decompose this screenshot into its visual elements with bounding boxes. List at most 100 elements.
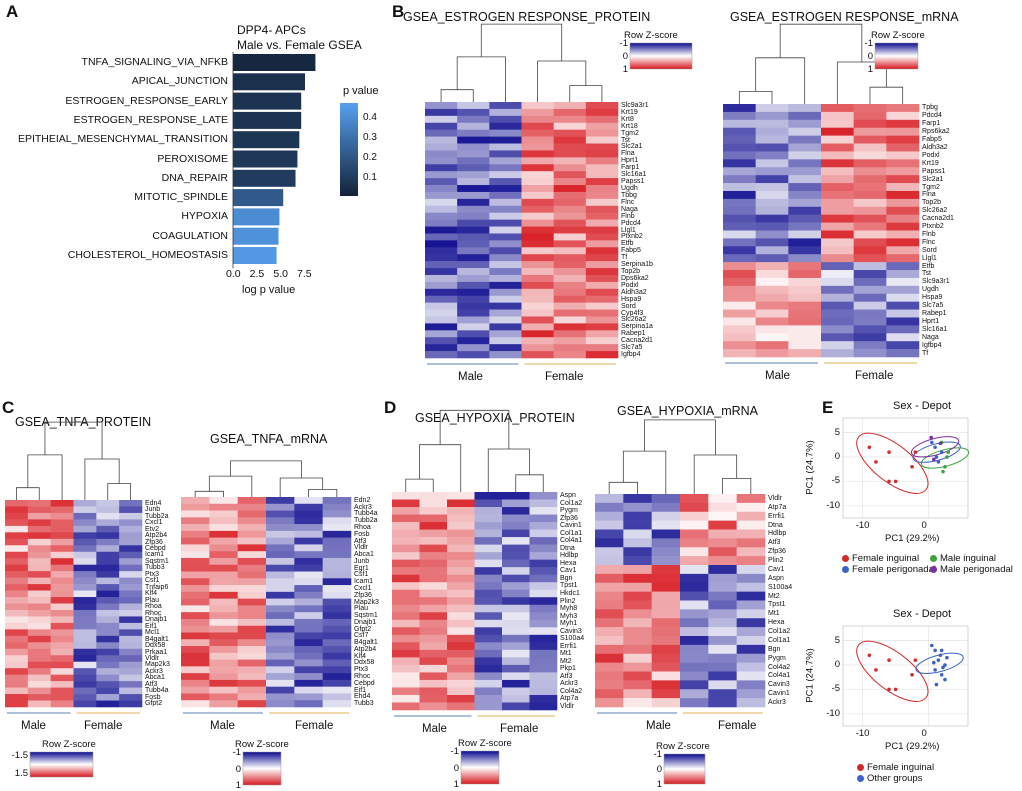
pca-x-tick: 0 — [921, 728, 927, 739]
heatmap-cell — [680, 636, 709, 646]
heatmap-cell — [27, 597, 51, 604]
gene-row-label: Cxcl1 — [145, 519, 163, 527]
heatmap-cell — [27, 687, 51, 695]
heatmap-cell — [181, 673, 210, 681]
heatmap-cell — [119, 519, 143, 527]
bar-chart-title: DPP4- APCs — [237, 23, 306, 37]
heatmap-cell — [294, 673, 323, 681]
heatmap-cell — [821, 285, 854, 295]
legend-label: Male inguinal — [940, 553, 996, 564]
heatmap-cell — [5, 694, 29, 701]
heatmap-cell — [708, 662, 737, 672]
heatmap-cell — [585, 219, 619, 227]
heatmap-cell — [723, 262, 756, 271]
heatmap-cell — [651, 582, 681, 592]
heatmap-cell — [529, 627, 558, 636]
gene-row-label: Tst — [621, 136, 630, 144]
heatmap-cell — [457, 337, 490, 345]
heatmap-cell — [419, 672, 448, 681]
heatmap-cell — [237, 659, 267, 667]
heatmap-cell — [266, 517, 295, 525]
heatmap-cell — [788, 293, 822, 302]
heatmap-cell — [457, 164, 490, 172]
gene-row-label: Zfp36 — [560, 514, 578, 522]
panel-letter-a: A — [6, 2, 19, 21]
heatmap-cell — [821, 135, 854, 144]
heatmap-cell — [181, 652, 210, 660]
heatmap-cell — [553, 178, 587, 186]
heatmap-cell — [489, 198, 522, 207]
heatmap-cell — [474, 649, 503, 658]
heatmap-cell — [651, 698, 681, 708]
heatmap-cell — [585, 129, 619, 137]
heatmap-cell — [73, 590, 97, 598]
gene-row-label: Flna — [621, 150, 635, 158]
heatmap-cell — [5, 545, 29, 553]
heatmap-cell — [623, 627, 652, 637]
heatmap-cell — [680, 573, 709, 584]
heatmap-cell — [237, 598, 267, 606]
heatmap-cell — [821, 111, 854, 121]
heatmap-cell — [680, 565, 709, 575]
bar-apical_junction — [233, 73, 305, 91]
heatmap-cell — [5, 500, 29, 507]
heatmap-cell — [5, 558, 29, 565]
heatmap-cell — [474, 664, 503, 673]
heatmap-cell — [5, 642, 29, 650]
heatmap-cell — [853, 206, 887, 215]
bar-x-tick-label: 5.0 — [273, 268, 288, 280]
heatmap-cell — [27, 642, 51, 650]
heatmap-cell — [651, 573, 681, 584]
heatmap-cell — [521, 323, 554, 331]
heatmap-cell — [529, 694, 558, 703]
heatmap-cell — [50, 532, 74, 540]
heatmap-cell — [96, 635, 120, 643]
heatmap-cell — [5, 622, 29, 630]
gene-row-label: Ptxnb2 — [621, 233, 643, 241]
heatmap-cell — [886, 143, 920, 152]
heatmap-cell — [419, 492, 448, 500]
heatmap-cell — [553, 157, 587, 165]
heatmap-cell — [425, 337, 458, 345]
heatmap-cell — [755, 127, 789, 136]
heatmap-cell — [886, 309, 920, 318]
gene-row-label: Atf3 — [768, 539, 781, 547]
heatmap-cell — [322, 652, 352, 660]
heatmap-cell — [623, 573, 652, 584]
heatmap-cell — [585, 226, 619, 234]
heatmap-cell — [392, 612, 420, 621]
gene-row-label: Pdcd4 — [922, 112, 942, 120]
heatmap-cell — [521, 164, 554, 172]
heatmap-cell — [237, 524, 267, 532]
heatmap-cell — [651, 689, 681, 699]
heatmap-cell — [853, 341, 887, 350]
heatmap-cell — [425, 205, 458, 214]
heatmap-cell — [96, 577, 120, 585]
pca-y-tick: -5 — [831, 683, 840, 695]
heatmap-cell — [708, 671, 737, 681]
pca-title: Sex - Depot — [893, 608, 952, 620]
heatmap-cell — [502, 702, 530, 711]
heatmap-cell — [521, 122, 554, 130]
heatmap-cell — [119, 525, 143, 533]
heatmap-cell — [50, 648, 74, 656]
heatmap-cell — [821, 206, 854, 215]
heatmap-cell — [755, 175, 789, 184]
bar-tnfa_signaling_via_nfkb — [233, 54, 316, 71]
pca-ellipse — [915, 652, 964, 674]
gene-row-label: Tubb4a — [354, 510, 378, 518]
gene-row-label: Cebpd — [354, 679, 375, 687]
gene-row-label: Tubb2a — [145, 512, 169, 520]
heatmap-cell — [27, 674, 51, 682]
gene-row-label: Map2k3 — [145, 661, 170, 669]
heatmap-cell — [595, 662, 624, 672]
heatmap-cell — [294, 679, 323, 687]
heatmap-cell — [119, 622, 143, 630]
heatmap-cell — [50, 538, 74, 546]
bar-category-label: EPITHEIAL_MESENCHYMAL_TRANSITION — [17, 133, 228, 146]
heatmap-cell — [457, 212, 490, 220]
bar-x-tick-label: 2.5 — [249, 268, 265, 280]
heatmap-cell — [529, 679, 558, 688]
gene-row-label: Col1a2 — [560, 499, 583, 507]
heatmap-cell — [27, 622, 51, 630]
